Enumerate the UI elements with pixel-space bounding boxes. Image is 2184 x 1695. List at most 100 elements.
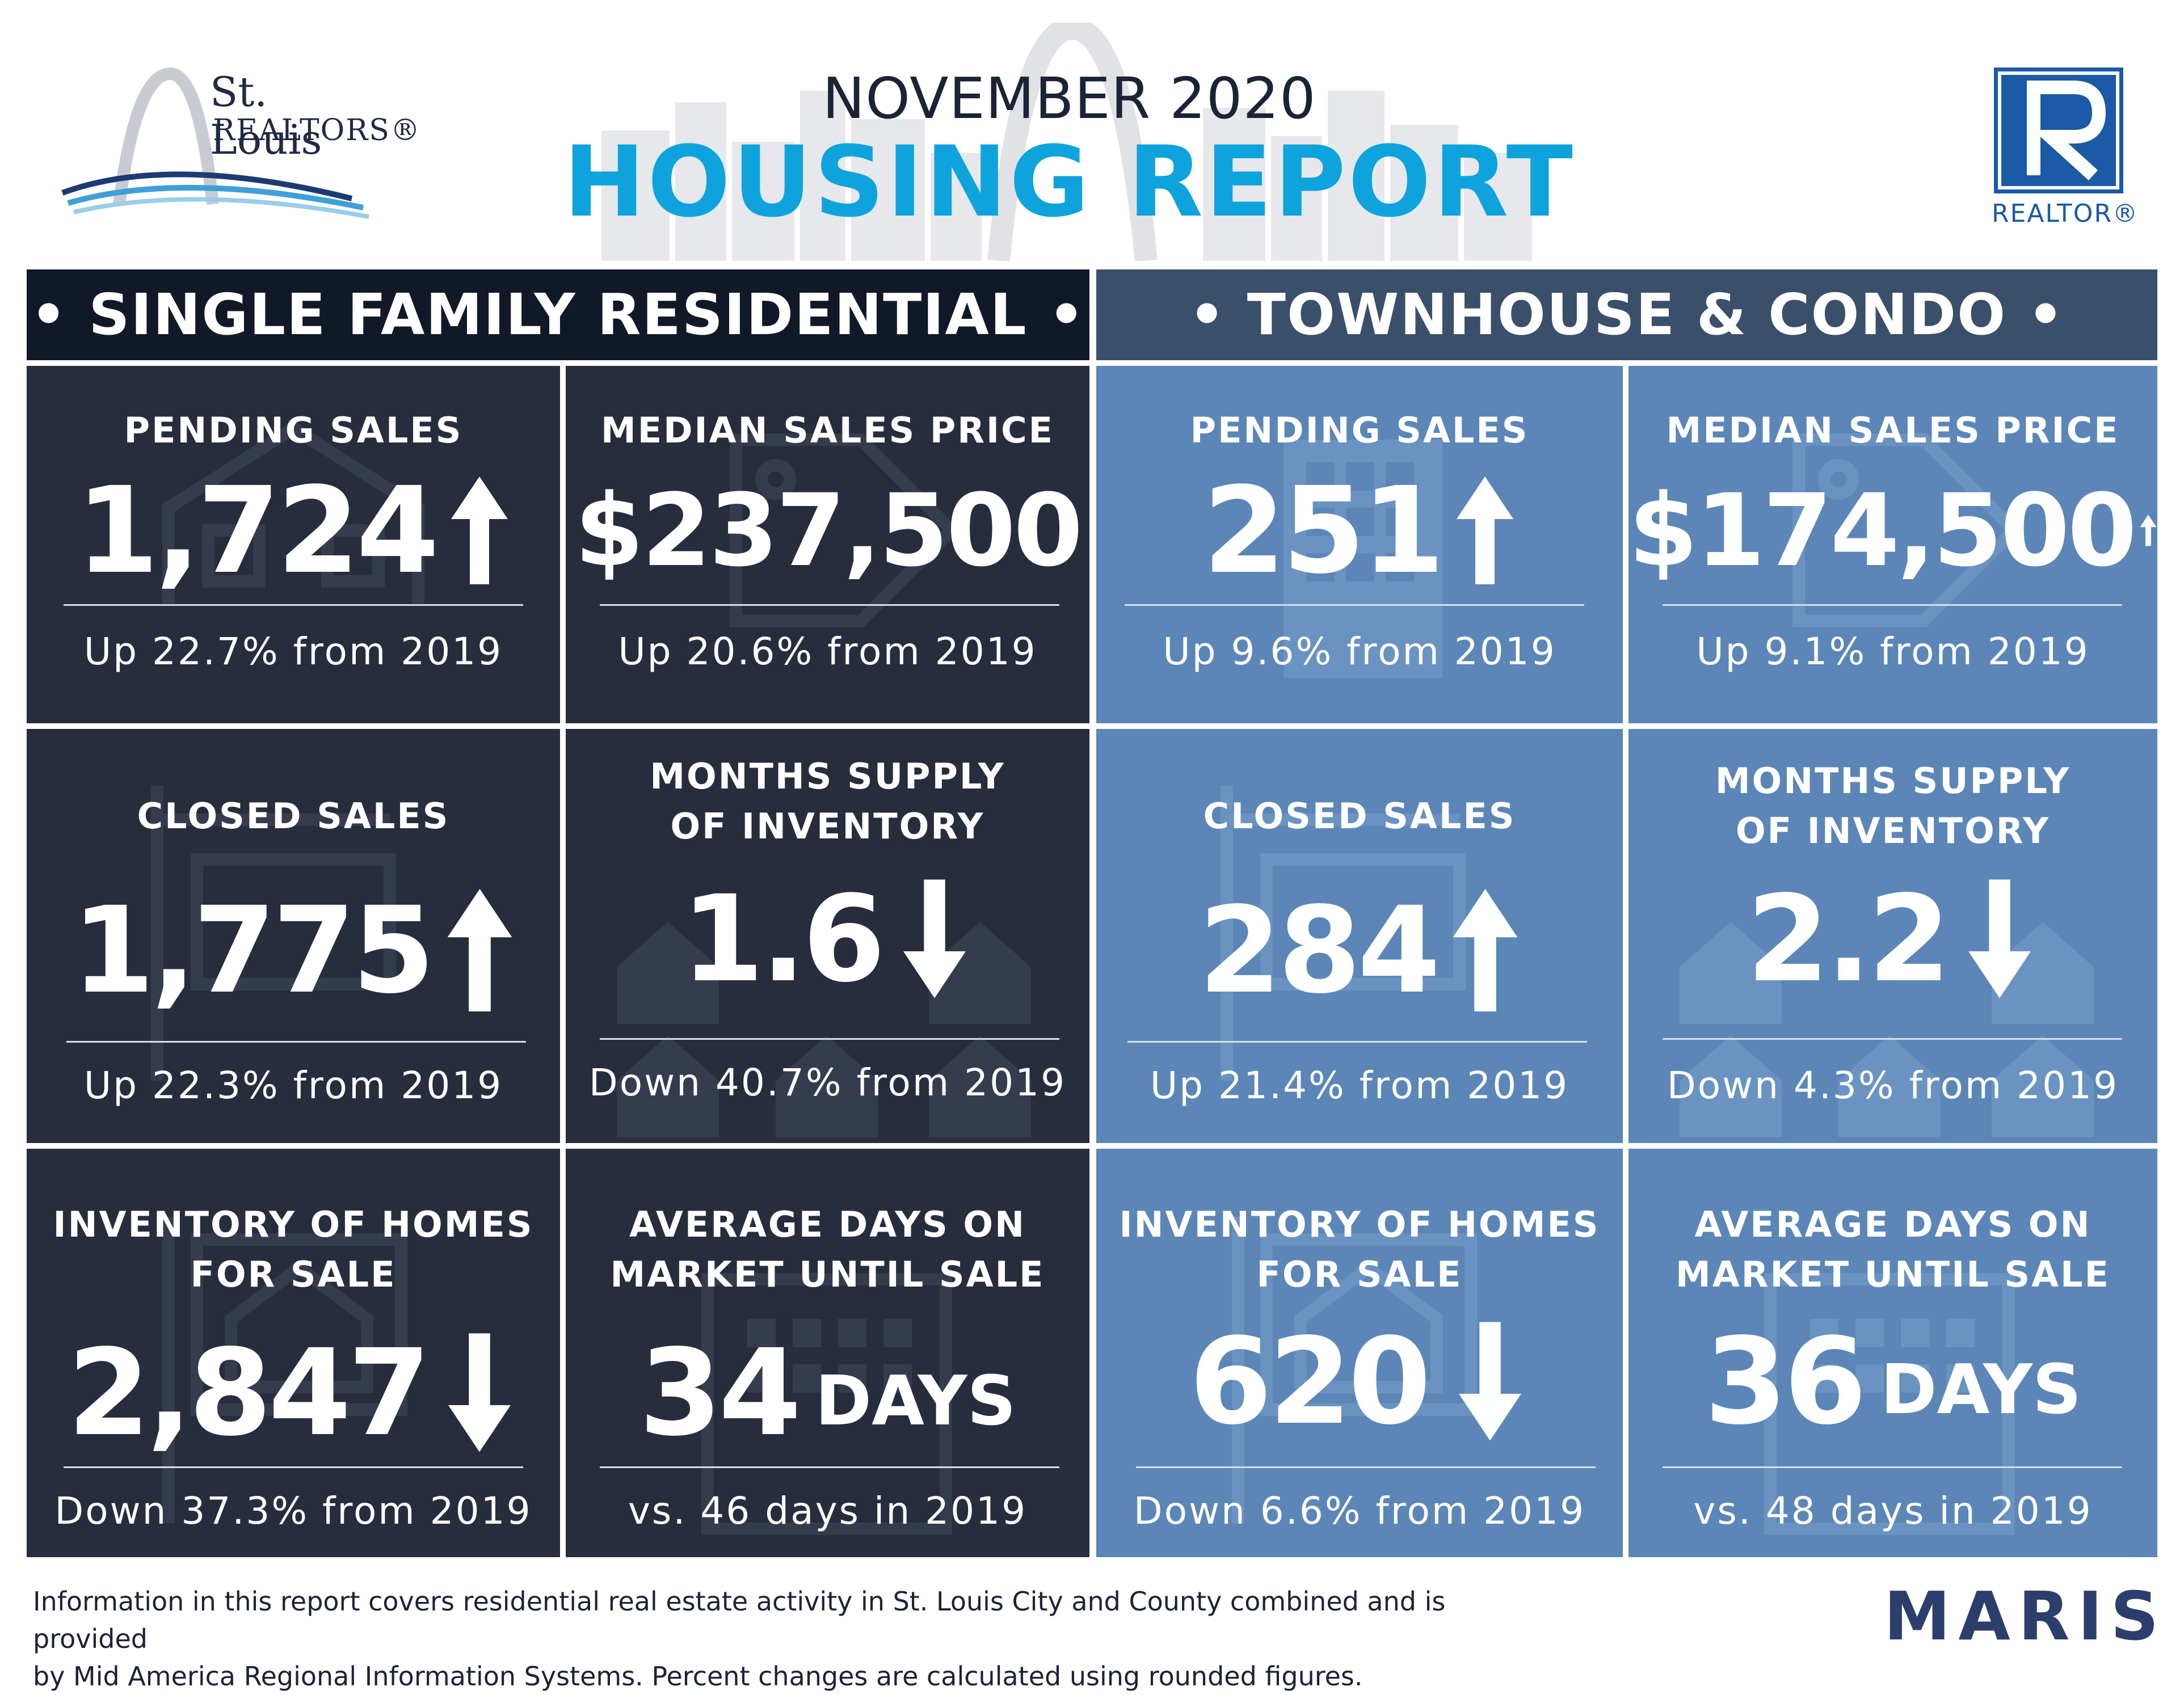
card-label-line2: OF INVENTORY (670, 806, 985, 847)
card-label: MEDIAN SALES PRICE (1666, 410, 2120, 451)
sf-months-supply-card: MONTHS SUPPLY OF INVENTORY 1.6 Down 40.7… (566, 729, 1089, 1143)
realtor-logo-text: REALTOR® (1992, 199, 2139, 228)
card-label: PENDING SALES (124, 410, 463, 451)
tc-median-price-card: MEDIAN SALES PRICE $174,500 Up 9.1% from… (1628, 366, 2157, 723)
divider (1663, 1038, 2122, 1040)
st-louis-realtors-logo: St. Louis REALTORS® (57, 62, 420, 227)
calendar-icon (1764, 1273, 2015, 1535)
divider (1136, 1466, 1596, 1468)
logo-text-realtors: REALTORS® (213, 113, 422, 147)
sf-inventory-card: INVENTORY OF HOMES FOR SALE 2,847 Down 3… (27, 1149, 560, 1557)
card-label-line1: INVENTORY OF HOMES (1119, 1204, 1600, 1245)
sf-closed-sales-card: CLOSED SALES 1,775 Up 22.3% from 2019 (27, 729, 560, 1143)
for-sale-sign-icon (162, 1217, 407, 1523)
arrow-down-icon (1459, 1322, 1522, 1441)
sf-days-on-market-card: AVERAGE DAYS ON MARKET UNTIL SALE 34 DAY… (566, 1149, 1089, 1557)
divider (600, 1466, 1059, 1468)
card-label-line1: AVERAGE DAYS ON (1694, 1204, 2092, 1245)
card-value: 36 (1704, 1312, 1867, 1451)
footnote: Information in this report covers reside… (33, 1583, 1565, 1695)
realtor-r-icon (1994, 68, 2123, 193)
card-label-line1: MONTHS SUPPLY (1715, 760, 2071, 802)
card-value: 2,847 (67, 1323, 431, 1462)
arrow-up-icon (1453, 889, 1517, 1011)
card-label-line2: OF INVENTORY (1735, 810, 2051, 851)
card-value: $237,500 (574, 472, 1083, 589)
for-sale-sign-icon (1232, 1217, 1477, 1523)
tc-days-on-market-card: AVERAGE DAYS ON MARKET UNTIL SALE 36 DAY… (1628, 1149, 2157, 1557)
section-header-townhouse-condo: • TOWNHOUSE & CONDO • (1096, 269, 2157, 360)
card-value: 2.2 (1746, 869, 1951, 1009)
card-change-text: Up 9.6% from 2019 (1163, 630, 1556, 673)
divider (600, 1038, 1059, 1040)
sold-sign-icon (1221, 786, 1466, 1081)
gateway-arch-icon (61, 67, 369, 219)
card-unit: DAYS (1880, 1350, 2082, 1430)
card-change-text: Up 21.4% from 2019 (1150, 1064, 1569, 1107)
sold-sign-icon (151, 786, 396, 1081)
card-change-text: Up 22.3% from 2019 (83, 1064, 503, 1107)
card-label-line2: FOR SALE (1256, 1254, 1463, 1295)
house-icon (162, 420, 424, 604)
card-label: CLOSED SALES (1203, 795, 1516, 837)
divider (64, 1466, 523, 1468)
card-change-text: Up 20.6% from 2019 (618, 630, 1037, 673)
tc-pending-sales-card: PENDING SALES 251 Up 9.6% from 2019 (1096, 366, 1623, 723)
maris-logo: MARIS (1884, 1577, 2167, 1655)
divider (1663, 1466, 2122, 1468)
tc-closed-sales-card: CLOSED SALES 284 Up 21.4% from 2019 (1096, 729, 1623, 1143)
tc-inventory-card: INVENTORY OF HOMES FOR SALE 620 Down 6.6… (1096, 1149, 1623, 1557)
card-change-text: Down 37.3% from 2019 (54, 1489, 532, 1533)
card-change-text: Down 4.3% from 2019 (1667, 1064, 2119, 1107)
card-value: 620 (1189, 1312, 1431, 1451)
city-skyline-graphic (601, 23, 1532, 261)
card-value: 284 (1198, 880, 1440, 1020)
report-title: HOUSING REPORT (563, 125, 1575, 239)
card-change-text: Up 22.7% from 2019 (83, 630, 503, 673)
card-change-text: vs. 48 days in 2019 (1693, 1489, 2093, 1533)
footnote-line2: by Mid America Regional Information Syst… (33, 1661, 1363, 1692)
realtor-logo: REALTOR® (1992, 65, 2139, 230)
card-change-text: Down 6.6% from 2019 (1133, 1489, 1586, 1533)
arrow-up-icon (447, 889, 512, 1011)
card-value: $174,500 (1628, 472, 2137, 589)
card-label-line2: MARKET UNTIL SALE (1676, 1254, 2110, 1295)
arrow-up-icon (451, 477, 508, 584)
card-label-line1: MONTHS SUPPLY (650, 756, 1005, 797)
calendar-icon (701, 1273, 952, 1535)
houses-row-icon (617, 922, 1031, 1137)
divider (64, 604, 523, 606)
card-label: CLOSED SALES (137, 795, 450, 837)
card-change-text: Up 9.1% from 2019 (1696, 630, 2090, 673)
card-value: 1,775 (71, 880, 435, 1020)
card-unit: DAYS (815, 1361, 1016, 1441)
card-value: 251 (1202, 461, 1445, 600)
card-label: MEDIAN SALES PRICE (601, 410, 1054, 451)
card-change-text: Down 40.7% from 2019 (588, 1061, 1067, 1104)
sf-median-price-card: MEDIAN SALES PRICE $237,500 Up 20.6% fro… (566, 366, 1089, 723)
card-label-line2: MARKET UNTIL SALE (610, 1254, 1045, 1295)
card-label-line1: AVERAGE DAYS ON (629, 1204, 1026, 1245)
divider (1125, 604, 1584, 606)
building-icon (1284, 440, 1442, 678)
arrow-up-icon (2140, 515, 2157, 546)
arrow-down-icon (1968, 879, 2031, 998)
sf-pending-sales-card: PENDING SALES 1,724 Up 22.7% from 2019 (27, 366, 560, 723)
report-month: NOVEMBER 2020 (822, 65, 1316, 132)
section-header-single-family: • SINGLE FAMILY RESIDENTIAL • (27, 269, 1089, 360)
card-value: 1,724 (75, 461, 439, 600)
price-tag-icon (730, 433, 961, 627)
logo-text-st-louis: St. Louis (210, 68, 322, 163)
tc-months-supply-card: MONTHS SUPPLY OF INVENTORY 2.2 Down 4.3%… (1628, 729, 2157, 1143)
card-value: 1.6 (681, 869, 885, 1009)
price-tag-icon (1792, 433, 2023, 627)
card-change-text: vs. 46 days in 2019 (628, 1489, 1028, 1533)
divider (1663, 604, 2122, 606)
divider (600, 604, 1059, 606)
card-value: 34 (639, 1323, 801, 1462)
footnote-line1: Information in this report covers reside… (33, 1586, 1446, 1654)
divider (1127, 1041, 1587, 1043)
arrow-up-icon (1457, 477, 1514, 584)
arrow-down-icon (448, 1333, 511, 1452)
card-label-line2: FOR SALE (190, 1254, 397, 1295)
